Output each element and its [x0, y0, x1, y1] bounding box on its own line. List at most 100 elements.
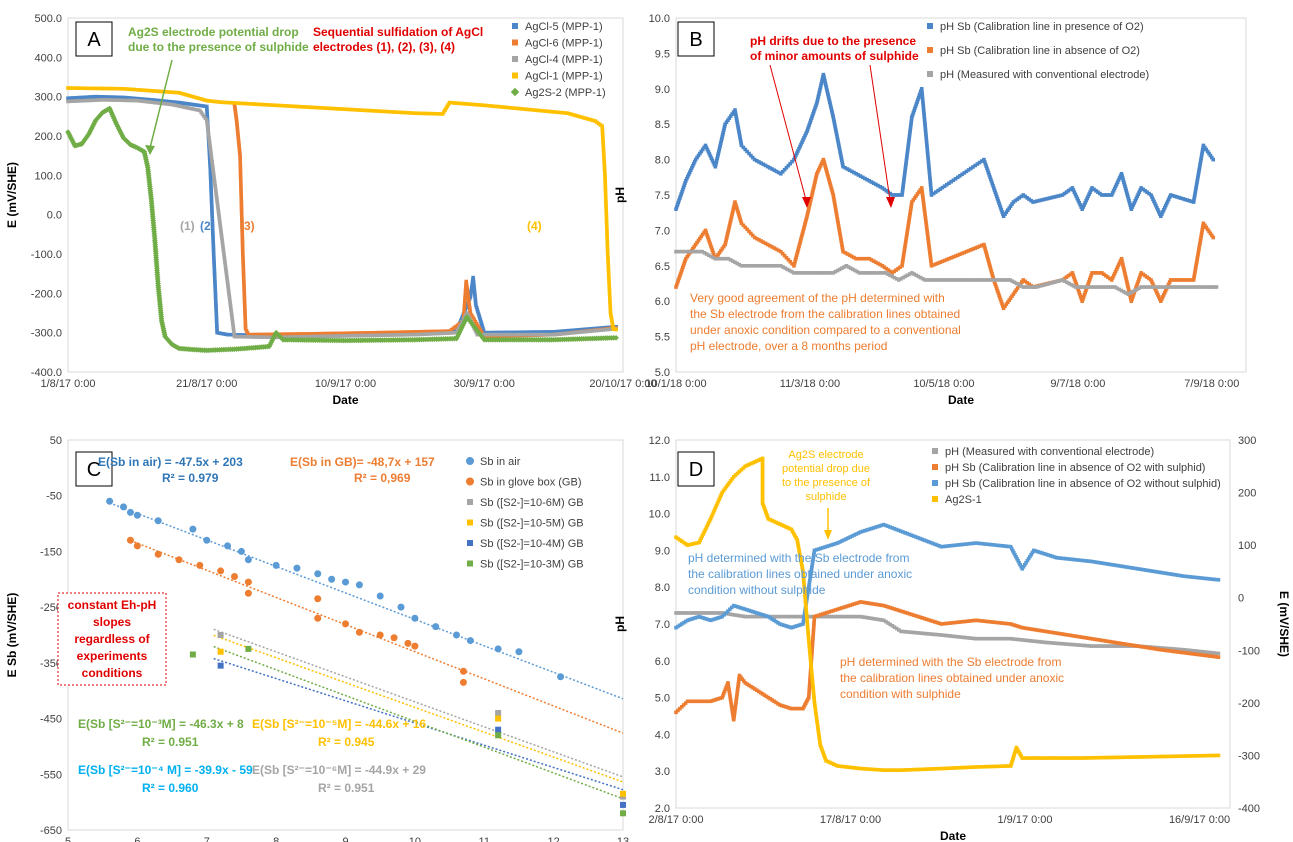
data-point	[172, 103, 176, 107]
data-point	[1113, 269, 1118, 274]
data-point	[871, 259, 876, 263]
data-point	[1156, 647, 1161, 652]
data-point	[352, 331, 356, 335]
data-point	[813, 105, 818, 110]
data-point	[493, 330, 497, 335]
legend-label: pH (Measured with conventional electrode…	[940, 69, 1149, 81]
data-point	[1197, 169, 1201, 174]
data-point	[1080, 207, 1085, 211]
data-point	[465, 102, 469, 106]
data-point	[93, 86, 98, 91]
data-point	[1150, 195, 1154, 199]
data-point	[1212, 285, 1217, 289]
data-point	[1021, 638, 1026, 642]
data-point	[478, 318, 483, 322]
legend-marker	[927, 23, 933, 29]
data-point	[753, 610, 757, 615]
data-point	[786, 163, 791, 168]
data-point	[248, 102, 253, 106]
data-point	[603, 175, 607, 180]
data-point	[105, 98, 109, 102]
data-point	[691, 162, 696, 166]
data-point	[428, 332, 433, 336]
data-point	[735, 206, 739, 211]
data-point	[455, 328, 460, 333]
data-point	[724, 236, 729, 240]
data-point	[869, 526, 873, 531]
data-point	[300, 332, 305, 336]
data-point	[242, 298, 247, 302]
data-point	[1212, 654, 1216, 659]
data-point	[218, 100, 223, 104]
data-point	[882, 187, 887, 192]
data-point	[806, 633, 811, 638]
data-point	[1129, 565, 1133, 570]
data-point	[703, 228, 708, 233]
data-point	[250, 102, 255, 106]
data-point	[1002, 764, 1007, 768]
data-point	[807, 693, 811, 698]
data-point	[833, 269, 838, 274]
data-point	[1063, 642, 1067, 646]
data-point	[1163, 288, 1168, 293]
data-point	[687, 249, 691, 254]
data-point	[153, 98, 158, 103]
data-point	[229, 100, 234, 105]
data-point	[211, 254, 216, 258]
data-point	[620, 790, 626, 797]
data-point	[696, 249, 700, 254]
data-point	[795, 151, 799, 155]
data-point	[313, 331, 317, 336]
annotation-text: the Sb electrode from the calibration li…	[690, 307, 960, 321]
data-point	[1155, 290, 1159, 295]
data-point	[894, 626, 899, 631]
data-point	[814, 713, 819, 718]
data-point	[342, 578, 349, 586]
data-point	[830, 111, 835, 115]
series-1	[126, 536, 467, 686]
data-point	[858, 174, 863, 178]
data-point	[1115, 286, 1119, 291]
data-point	[1193, 191, 1197, 196]
data-point	[905, 147, 910, 152]
data-point	[1197, 165, 1202, 170]
data-point	[675, 280, 680, 285]
data-point	[795, 706, 799, 711]
data-point	[1085, 643, 1089, 648]
data-point	[807, 687, 812, 691]
data-point	[779, 249, 783, 254]
data-point	[689, 166, 694, 170]
data-point	[815, 724, 820, 728]
data-point	[978, 541, 983, 546]
data-point	[809, 668, 814, 673]
data-point	[922, 207, 927, 212]
data-point	[679, 192, 684, 196]
data-point	[710, 698, 715, 703]
data-point	[975, 245, 980, 250]
data-point	[208, 169, 213, 174]
data-point	[238, 156, 242, 160]
data-point	[999, 299, 1004, 304]
data-point	[319, 106, 324, 110]
data-point	[716, 616, 721, 620]
data-point	[374, 109, 378, 113]
data-point	[900, 191, 905, 195]
data-point	[1010, 279, 1015, 283]
data-point	[255, 332, 259, 337]
data-point	[907, 217, 911, 222]
data-point	[808, 576, 812, 581]
data-point	[1062, 191, 1067, 196]
data-point	[579, 330, 584, 334]
data-point	[479, 320, 483, 324]
data-point	[691, 616, 696, 621]
data-point	[760, 692, 765, 696]
data-point	[805, 127, 810, 131]
data-point	[89, 95, 94, 99]
data-point	[607, 327, 612, 332]
data-point	[677, 196, 682, 201]
data-point	[803, 220, 808, 225]
data-point	[1130, 289, 1135, 294]
data-point	[908, 130, 912, 135]
data-point	[715, 501, 720, 506]
